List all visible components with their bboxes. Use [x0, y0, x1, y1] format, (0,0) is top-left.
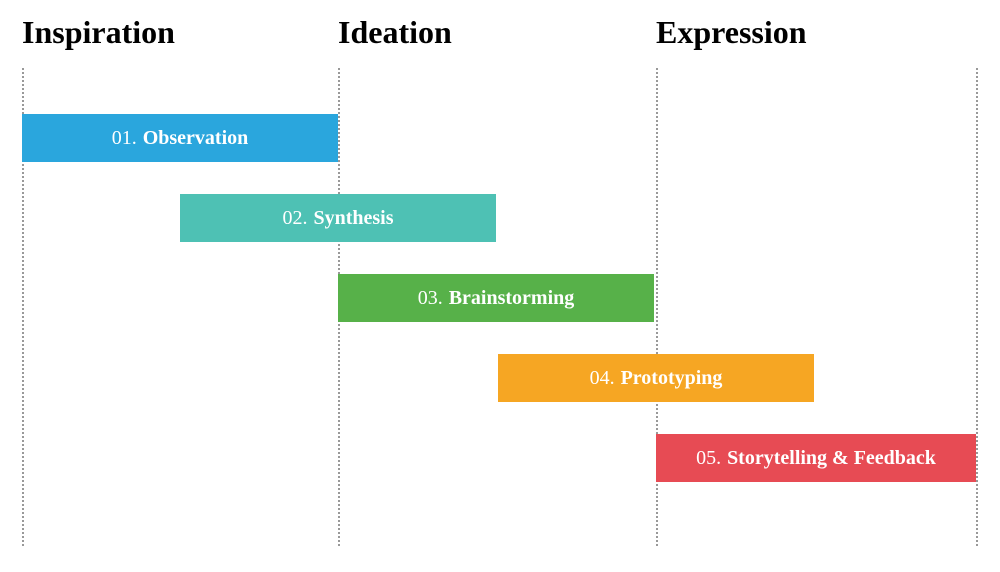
step-bar-brainstorming: 03. Brainstorming: [338, 274, 654, 322]
step-number: 03.: [418, 287, 443, 310]
step-bar-observation: 01. Observation: [22, 114, 338, 162]
step-bar-synthesis: 02. Synthesis: [180, 194, 496, 242]
step-bar-storytelling-feedback: 05. Storytelling & Feedback: [656, 434, 976, 482]
step-number: 05.: [696, 447, 721, 470]
step-number: 04.: [590, 367, 615, 390]
diagram-stage: Inspiration Ideation Expression 01. Obse…: [0, 0, 1000, 572]
step-label: Storytelling & Feedback: [727, 447, 936, 470]
step-label: Prototyping: [621, 367, 723, 390]
phase-heading-inspiration: Inspiration: [22, 14, 175, 51]
phase-divider-end: [976, 68, 978, 546]
step-label: Synthesis: [313, 207, 393, 230]
step-label: Brainstorming: [449, 287, 575, 310]
step-label: Observation: [143, 127, 249, 150]
phase-heading-expression: Expression: [656, 14, 807, 51]
step-number: 02.: [282, 207, 307, 230]
phase-heading-ideation: Ideation: [338, 14, 452, 51]
step-bar-prototyping: 04. Prototyping: [498, 354, 814, 402]
step-number: 01.: [112, 127, 137, 150]
